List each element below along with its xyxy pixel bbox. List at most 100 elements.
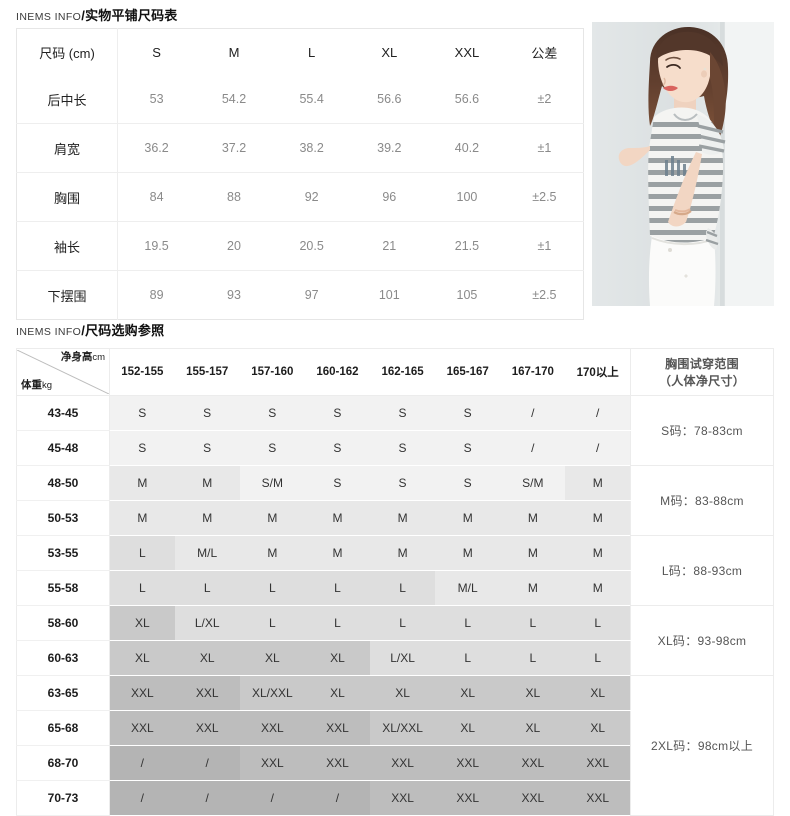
weight-row-label: 65-68 (16, 710, 110, 746)
size-table-row: 45-48 S S S S S S / / (16, 430, 774, 466)
flat-cell: 20 (195, 221, 273, 271)
size-cell: XXL (174, 675, 240, 711)
size-cell: XXL (109, 710, 175, 746)
size-table-row: 55-58 L L L L L M/L M M (16, 570, 774, 606)
weight-row-label: 45-48 (16, 430, 110, 466)
flat-row-label: 后中长 (16, 75, 118, 124)
size-cell: M (565, 570, 631, 606)
axis-corner-cell: 净身高cm 体重kg (16, 348, 110, 396)
size-table-row: 63-65 XXL XXL XL/XXL XL XL XL XL XL 2XL码：98cm以上 (16, 675, 774, 816)
size-cell: XL (565, 710, 631, 746)
size-cell: L (565, 605, 631, 641)
flat-row-label: 袖长 (16, 221, 118, 271)
height-col-header-3: 160-162 (304, 348, 370, 396)
size-cell: S (435, 395, 501, 431)
weight-row-label: 43-45 (16, 395, 110, 431)
flat-col-header-1: S (152, 44, 161, 60)
size-cell: M (435, 535, 501, 571)
size-cell: XL (370, 675, 436, 711)
flat-cell: ±1 (505, 221, 584, 271)
flat-table-row: 下摆围 89 93 97 101 105 ±2.5 (16, 270, 584, 320)
flat-col-header-4: XL (381, 44, 398, 60)
size-table-row: 48-50 M M S/M S S S S/M M M码：83-88cm (16, 465, 774, 536)
flat-cell: ±1 (505, 123, 584, 173)
size-cell: / (174, 745, 240, 781)
size-cell: M/L (174, 535, 240, 571)
axis-height-label: 净身高cm (60, 351, 105, 363)
size-cell: XXL (500, 745, 566, 781)
flat-measurement-table: 尺码 (cm) S M L XL XXL 公差 后中长 53 54.2 55.4 56.… (16, 28, 584, 320)
size-cell: XL (109, 640, 175, 676)
flat-cell: 92 (272, 172, 351, 222)
size-table-row: 60-63 XL XL XL XL L/XL L L L (16, 640, 774, 676)
flat-cell: 105 (456, 288, 478, 302)
size-cell: S/M (239, 465, 305, 501)
size-cell: XXL (370, 745, 436, 781)
size-cell: L (435, 605, 501, 641)
flat-row-label: 胸围 (16, 172, 118, 222)
size-cell: M (304, 535, 370, 571)
size-cell: XL (565, 675, 631, 711)
size-cell: / (174, 780, 240, 816)
size-cell: / (304, 780, 370, 816)
size-cell: S (304, 395, 370, 431)
size-cell: S (109, 430, 175, 466)
size-cell: XXL (565, 780, 631, 816)
size-cell: XXL (304, 745, 370, 781)
weight-row-label: 58-60 (16, 605, 110, 641)
size-cell: XXL (109, 675, 175, 711)
bust-range-cell: M码：83-88cm (630, 465, 774, 536)
flat-col-header-2: M (228, 44, 240, 60)
size-cell: L (500, 605, 566, 641)
size-cell: M (109, 465, 175, 501)
brand-label-pick: INEMS INFO (16, 326, 82, 338)
size-table-row: 68-70// XXL XXL XXL XXL XXL XXL (16, 745, 774, 781)
weight-row-label: 68-70 (16, 745, 110, 781)
size-cell: XXL (500, 780, 566, 816)
size-table-row: 50-53 M M M M M M M M (16, 500, 774, 536)
size-cell: XXL (435, 780, 501, 816)
weight-row-label: 48-50 (16, 465, 110, 501)
size-cell: XXL (435, 745, 501, 781)
flat-table-row: 后中长 53 54.2 55.4 56.6 56.6 ±2 (16, 75, 584, 124)
flat-cell: 84 (117, 172, 196, 222)
size-cell: M (370, 535, 436, 571)
bust-range-cell: S码：78-83cm (630, 395, 774, 466)
flat-cell: 40.2 (428, 123, 506, 173)
size-cell: XL (109, 605, 175, 641)
size-cell: M (304, 500, 370, 536)
flat-cell: ±2.5 (505, 172, 584, 222)
size-cell: S (109, 395, 175, 431)
flat-cell: ±2.5 (532, 288, 557, 302)
size-cell: S (370, 430, 436, 466)
flat-cell: 101 (378, 288, 400, 302)
bust-header-line1: 胸围试穿范围 (665, 357, 739, 371)
flat-cell: 36.2 (117, 123, 196, 173)
size-cell: S/M (500, 465, 566, 501)
flat-cell: 53 (117, 75, 196, 124)
flat-table-header-row: 尺码 (cm) S M L XL XXL 公差 (16, 28, 584, 75)
size-cell: / (500, 430, 566, 466)
flat-table-row: 肩宽 36.2 37.2 38.2 39.2 40.2 ±1 (16, 123, 584, 173)
flat-cell: 93 (227, 288, 241, 302)
size-table-row: 65-68 XXL XXL XXL XXL XL/XXL XL XL XL (16, 710, 774, 746)
size-cell: L (109, 535, 175, 571)
bust-range-cell: L码：88-93cm (630, 535, 774, 606)
size-cell: / (565, 395, 631, 431)
size-selection-table: 净身高cm 体重kg 152-155 155-157 157-160 160-1… (16, 348, 774, 816)
flat-row-label: 肩宽 (16, 123, 118, 173)
pick-table-heading: INEMS INFO/尺码选购参照 (16, 320, 164, 339)
size-cell: S (239, 395, 305, 431)
pick-table-body: 43-45 S S S S S S / / S码：78-83cm 45-48 S S S S S S //48-5… (16, 395, 774, 816)
size-cell: L (565, 640, 631, 676)
size-cell: S (174, 395, 240, 431)
weight-row-label: 53-55 (16, 535, 110, 571)
flat-cell: 55.4 (272, 75, 351, 124)
size-cell: L (304, 570, 370, 606)
size-cell: S (174, 430, 240, 466)
diagonal-divider-icon (17, 350, 109, 394)
flat-cell: 54.2 (195, 75, 273, 124)
size-cell: M (500, 535, 566, 571)
height-col-header-1: 155-157 (174, 348, 240, 396)
size-cell: L (239, 605, 305, 641)
